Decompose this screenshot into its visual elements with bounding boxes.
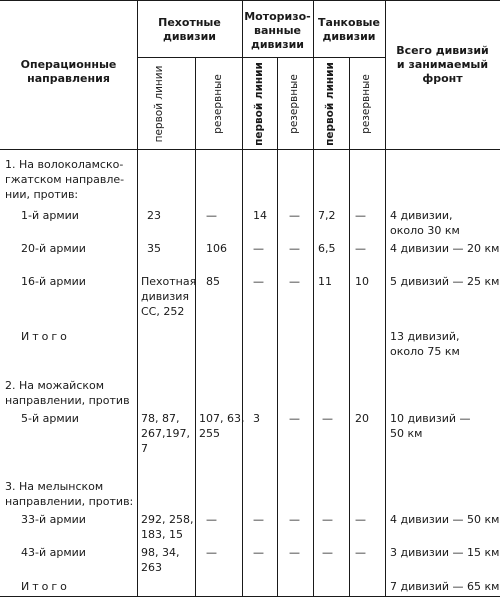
col-divider-7 xyxy=(385,0,386,597)
cell-mot-reserve: — xyxy=(289,513,300,526)
section-1-title: 1. На волоколамско- гжатском направле- н… xyxy=(5,158,125,201)
table-top-border xyxy=(0,0,500,1)
cell-total: 5 дивизий — 25 км xyxy=(390,275,500,288)
header-total: Всего дивизий и занимаемый фронт xyxy=(396,44,489,85)
row-label: 20-й армии xyxy=(21,242,86,255)
cell-tank-reserve: 10 xyxy=(355,275,369,288)
cell-tank-first: 11 xyxy=(318,275,332,288)
col-divider-1 xyxy=(137,0,138,597)
cell-total: 3 дивизии — 15 км xyxy=(390,546,500,559)
subheader-motorized-first-line: первой линии xyxy=(253,62,265,146)
section-1-total-label: Итого xyxy=(21,330,70,343)
subheader-divider xyxy=(137,57,385,58)
cell-inf-reserve: — xyxy=(206,513,217,526)
cell-tank-reserve: — xyxy=(355,546,366,559)
cell-tank-first: 6,5 xyxy=(318,242,336,255)
cell-mot-first: — xyxy=(253,242,264,255)
cell-inf-reserve: — xyxy=(206,209,217,222)
cell-inf-first: Пехотная дивизия СС, 252 xyxy=(141,275,197,318)
col-divider-5 xyxy=(313,0,314,597)
col-divider-6 xyxy=(349,57,350,597)
col-divider-3 xyxy=(242,0,243,597)
cell-mot-first: — xyxy=(253,546,264,559)
cell-mot-reserve: — xyxy=(289,209,300,222)
cell-tank-reserve: — xyxy=(355,209,366,222)
cell-inf-reserve: 85 xyxy=(206,275,220,288)
subheader-infantry-reserve: резервные xyxy=(212,74,224,134)
cell-inf-first: 78, 87, 267,197, 7 xyxy=(141,412,190,455)
cell-inf-reserve: 106 xyxy=(206,242,227,255)
cell-tank-first: 7,2 xyxy=(318,209,336,222)
cell-mot-reserve: — xyxy=(289,275,300,288)
header-infantry: Пехотные дивизии xyxy=(158,16,221,43)
cell-inf-first: 292, 258, 183, 15 xyxy=(141,513,194,541)
section-3-total-value: 7 дивизий — 65 км xyxy=(390,580,500,593)
cell-total: 4 дивизии — 20 км xyxy=(390,242,500,255)
cell-total: 4 дивизии, около 30 км xyxy=(390,209,460,237)
header-tank: Танковые дивизии xyxy=(318,16,380,43)
cell-total: 4 дивизии — 50 км xyxy=(390,513,500,526)
cell-mot-first: — xyxy=(253,275,264,288)
cell-mot-reserve: — xyxy=(289,546,300,559)
section-2-title: 2. На можайском направлении, против xyxy=(5,379,130,407)
col-divider-4 xyxy=(277,57,278,597)
section-3-title: 3. На мелынском направлении, против: xyxy=(5,480,134,508)
table-bottom-border xyxy=(0,596,500,597)
cell-tank-reserve: 20 xyxy=(355,412,369,425)
cell-mot-reserve: — xyxy=(289,242,300,255)
cell-inf-first: 23 xyxy=(147,209,161,222)
cell-inf-first: 98, 34, 263 xyxy=(141,546,180,574)
header-motorized: Моторизо- ванные дивизии xyxy=(244,10,311,51)
cell-mot-reserve: — xyxy=(289,412,300,425)
header-bottom-border xyxy=(0,149,500,150)
section-3-total-label: Итого xyxy=(21,580,70,593)
cell-inf-reserve: 107, 63, 255 xyxy=(199,412,245,440)
cell-inf-first: 35 xyxy=(147,242,161,255)
row-label: 1-й армии xyxy=(21,209,79,222)
cell-mot-first: 14 xyxy=(253,209,267,222)
cell-mot-first: — xyxy=(253,513,264,526)
cell-tank-reserve: — xyxy=(355,242,366,255)
subheader-infantry-first-line: первой линии xyxy=(153,65,165,143)
row-label: 5-й армии xyxy=(21,412,79,425)
subheader-tank-first-line: первой линии xyxy=(324,62,336,146)
row-label: 16-й армии xyxy=(21,275,86,288)
cell-total: 10 дивизий — 50 км xyxy=(390,412,471,440)
cell-mot-first: 3 xyxy=(253,412,260,425)
col-divider-2 xyxy=(195,57,196,597)
cell-inf-reserve: — xyxy=(206,546,217,559)
subheader-tank-reserve: резервные xyxy=(360,74,372,134)
section-1-total-value: 13 дивизий, около 75 км xyxy=(390,330,460,358)
header-directions: Операционные направления xyxy=(20,58,117,85)
row-label: 33-й армии xyxy=(21,513,86,526)
subheader-motorized-reserve: резервные xyxy=(288,74,300,134)
cell-tank-reserve: — xyxy=(355,513,366,526)
cell-tank-first: — xyxy=(322,513,333,526)
row-label: 43-й армии xyxy=(21,546,86,559)
cell-tank-first: — xyxy=(322,546,333,559)
cell-tank-first: — xyxy=(322,412,333,425)
